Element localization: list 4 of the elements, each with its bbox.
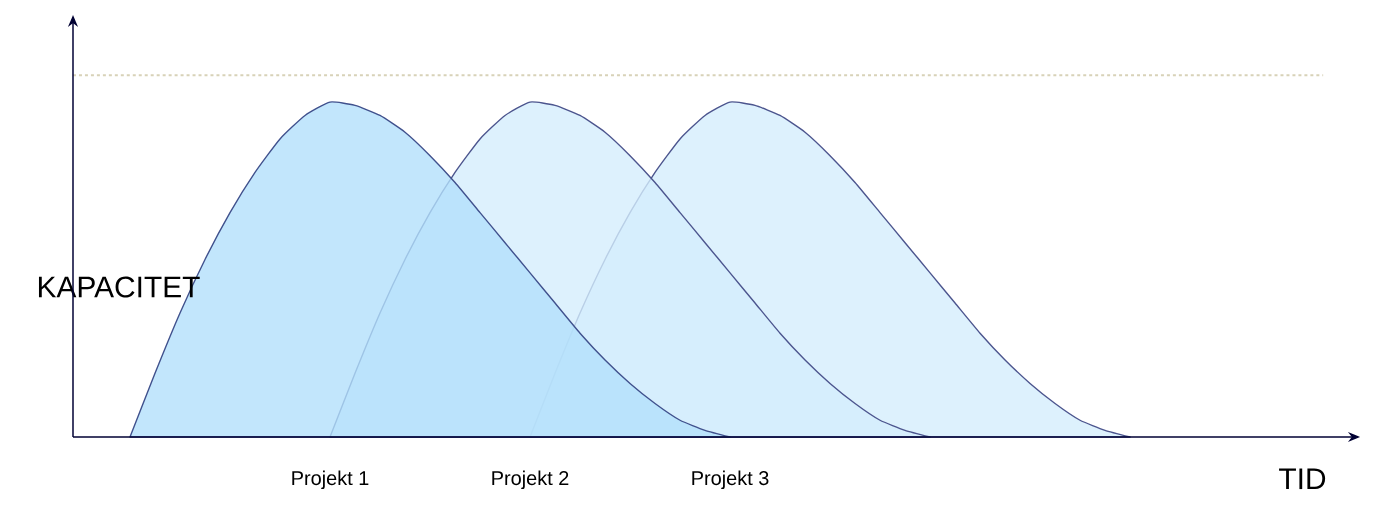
x-axis-title: TID bbox=[1279, 468, 1326, 490]
series-label: Projekt 2 bbox=[492, 470, 569, 490]
series-label: Projekt 3 bbox=[692, 470, 769, 490]
series-label: Projekt 1 bbox=[292, 470, 369, 490]
